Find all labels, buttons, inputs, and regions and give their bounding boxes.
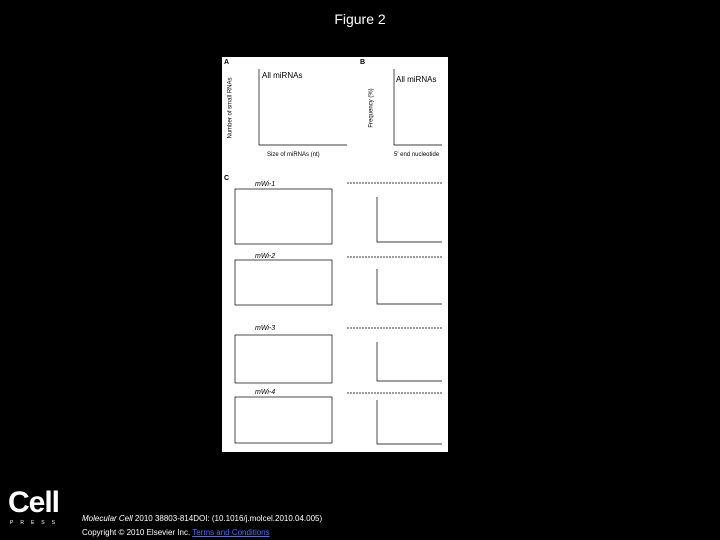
- logo: Cell: [8, 486, 60, 519]
- row-label: mWi-4: [255, 389, 276, 396]
- row-label: mWi-1: [255, 181, 276, 188]
- figure-frames: [234, 69, 442, 445]
- row-label: mWi-2: [255, 253, 276, 260]
- row-label: mWi-3: [255, 325, 276, 332]
- logo-subtitle: PRESS: [10, 520, 62, 526]
- copyright-text: Copyright © 2010 Elsevier Inc.: [82, 528, 191, 537]
- journal: Molecular Cell: [82, 514, 133, 523]
- terms-link[interactable]: Terms and Conditions: [192, 528, 270, 537]
- copyright: Copyright © 2010 Elsevier Inc. Terms and…: [82, 528, 270, 537]
- slide-title: Figure 2: [334, 11, 386, 27]
- panel-label: A: [224, 59, 230, 66]
- y-axis-label: Frequency (%): [368, 88, 375, 128]
- citation: Molecular Cell 2010 38803-814DOI: (10.10…: [82, 514, 322, 523]
- citation-text: 2010 38803-814DOI: (10.1016/j.molcel.201…: [134, 514, 323, 523]
- x-axis-label: 5' end nucleotide: [394, 152, 440, 158]
- panel-title: All miRNAs: [262, 71, 303, 80]
- panel-title: All miRNAs: [396, 75, 437, 84]
- x-axis-label: Size of miRNAs (nt): [267, 152, 320, 158]
- panel-label: B: [360, 59, 366, 66]
- y-axis-label: Number of small RNAs: [227, 77, 234, 139]
- panel-label: C: [224, 175, 230, 182]
- figure: A All miRNAs Size of miRNAs (nt) Number …: [222, 57, 448, 452]
